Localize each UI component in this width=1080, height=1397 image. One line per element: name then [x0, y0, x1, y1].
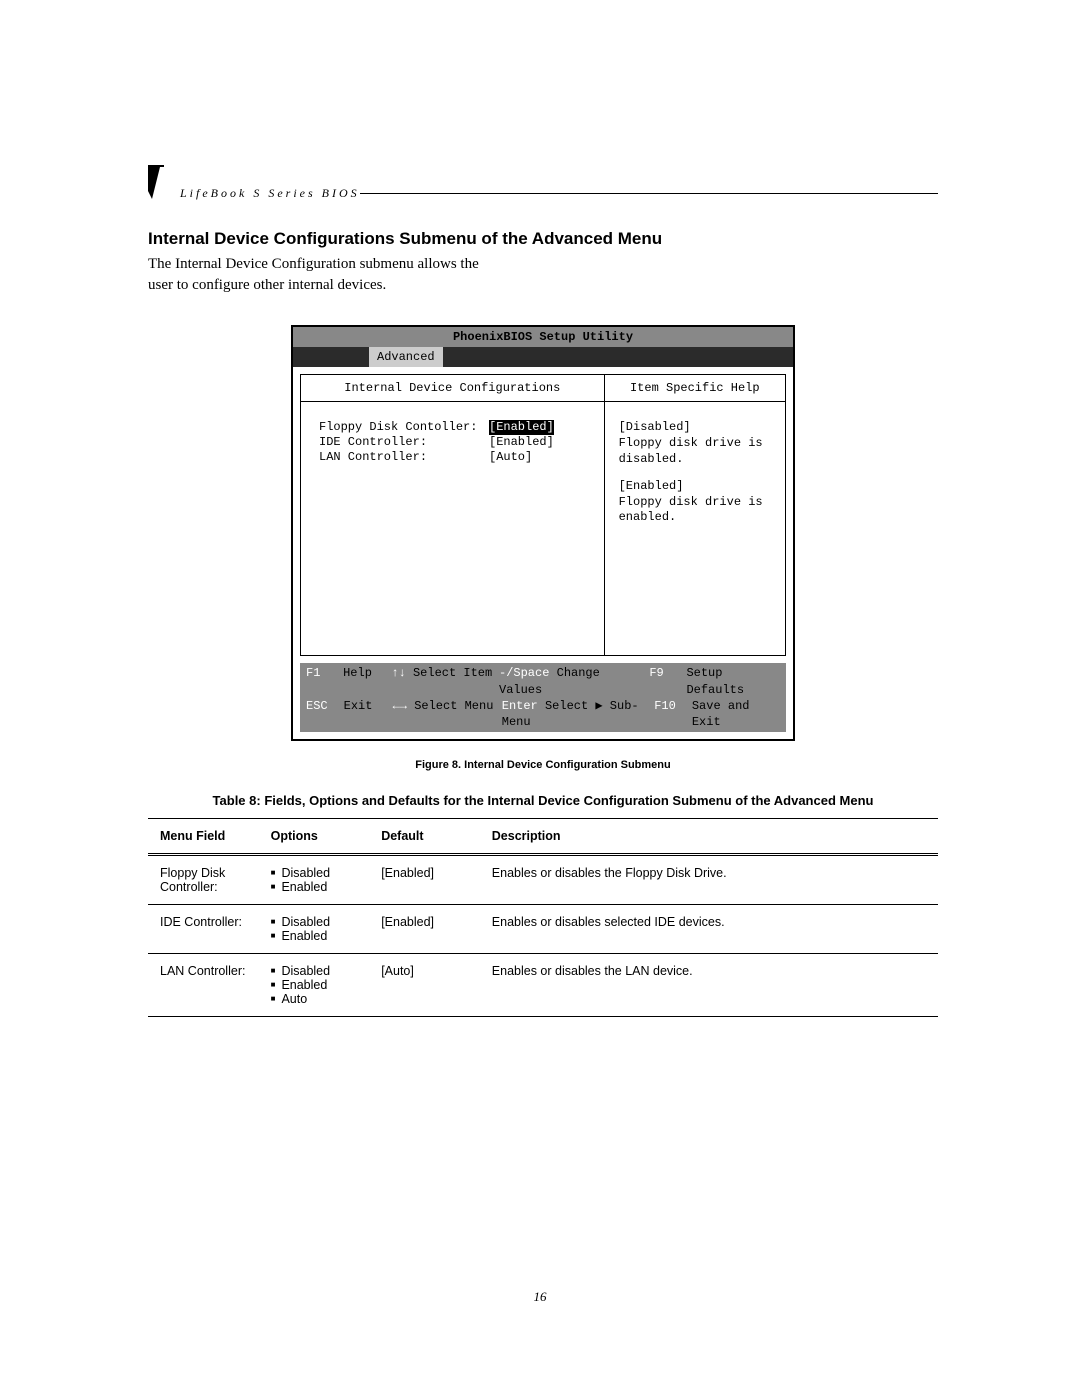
option-item: Disabled	[271, 915, 358, 929]
bios-tabbar: Advanced	[293, 347, 793, 367]
cell-default: [Enabled]	[369, 905, 480, 954]
help-paragraph: [Enabled] Floppy disk drive is enabled.	[619, 479, 771, 526]
bios-help-panel: Item Specific Help [Disabled] Floppy dis…	[605, 375, 785, 655]
setting-row[interactable]: Floppy Disk Contoller: [Enabled]	[319, 420, 586, 435]
option-item: Enabled	[271, 978, 358, 992]
cell-options: Disabled Enabled Auto	[259, 954, 370, 1017]
footer-label: Save and Exit	[692, 698, 780, 730]
table-row: Floppy Disk Controller: Disabled Enabled…	[148, 855, 938, 905]
cell-options: Disabled Enabled	[259, 855, 370, 905]
footer-key: Enter	[502, 699, 538, 713]
bios-window: PhoenixBIOS Setup Utility Advanced Inter…	[291, 325, 795, 741]
help-paragraph: [Disabled] Floppy disk drive is disabled…	[619, 420, 771, 467]
fields-table: Menu Field Options Default Description F…	[148, 818, 938, 1017]
option-item: Disabled	[271, 964, 358, 978]
footer-key: ↑↓	[391, 666, 405, 680]
cell-field: Floppy Disk Controller:	[148, 855, 259, 905]
cell-field: IDE Controller:	[148, 905, 259, 954]
setting-label: LAN Controller:	[319, 450, 489, 465]
footer-label: Exit	[344, 698, 393, 730]
setting-value[interactable]: [Auto]	[489, 450, 532, 465]
option-item: Auto	[271, 992, 358, 1006]
page-number: 16	[0, 1289, 1080, 1305]
intro-line-2: user to configure other internal devices…	[148, 276, 578, 295]
footer-key: F10	[654, 698, 692, 730]
footer-key: ←→	[393, 699, 407, 713]
table-row: LAN Controller: Disabled Enabled Auto [A…	[148, 954, 938, 1017]
setting-label: IDE Controller:	[319, 435, 489, 450]
tab-spacer	[293, 347, 369, 367]
th-options: Options	[259, 819, 370, 855]
footer-label: Help	[343, 665, 391, 697]
help-tag: [Disabled]	[619, 420, 691, 434]
footer-key: F9	[649, 665, 686, 697]
help-text: Floppy disk drive is disabled.	[619, 436, 763, 466]
setting-row[interactable]: LAN Controller: [Auto]	[319, 450, 586, 465]
options-list: Disabled Enabled Auto	[271, 964, 358, 1006]
left-panel-title: Internal Device Configurations	[301, 375, 604, 402]
running-header: LifeBook S Series BIOS	[148, 165, 938, 201]
bios-tab-advanced[interactable]: Advanced	[369, 347, 443, 367]
intro-line-1: The Internal Device Configuration submen…	[148, 255, 578, 274]
setting-label: Floppy Disk Contoller:	[319, 420, 489, 435]
help-panel-title: Item Specific Help	[605, 375, 785, 402]
option-item: Enabled	[271, 880, 358, 894]
section-title: Internal Device Configurations Submenu o…	[148, 229, 938, 249]
footer-hint: ↑↓ Select Item	[391, 665, 499, 697]
footer-key: F1	[306, 665, 343, 697]
footer-key: -/Space	[499, 666, 549, 680]
help-text: Floppy disk drive is enabled.	[619, 495, 763, 525]
header-rule	[360, 193, 938, 194]
option-item: Disabled	[271, 866, 358, 880]
bios-footer: F1 Help ↑↓ Select Item -/Space Change Va…	[300, 663, 786, 732]
footer-key: ESC	[306, 698, 344, 730]
help-body: [Disabled] Floppy disk drive is disabled…	[605, 402, 785, 538]
cell-default: [Auto]	[369, 954, 480, 1017]
th-default: Default	[369, 819, 480, 855]
footer-label: Setup Defaults	[686, 665, 780, 697]
footer-row: ESC Exit ←→ Select Menu Enter Select ▶ S…	[306, 698, 780, 730]
setting-value[interactable]: [Enabled]	[489, 435, 554, 450]
table-header-row: Menu Field Options Default Description	[148, 819, 938, 855]
running-title: LifeBook S Series BIOS	[180, 186, 360, 201]
footer-label: Select Item	[413, 666, 492, 680]
setting-row[interactable]: IDE Controller: [Enabled]	[319, 435, 586, 450]
setting-value[interactable]: [Enabled]	[489, 420, 554, 435]
cell-options: Disabled Enabled	[259, 905, 370, 954]
th-description: Description	[480, 819, 938, 855]
help-tag: [Enabled]	[619, 479, 684, 493]
cell-field: LAN Controller:	[148, 954, 259, 1017]
th-menu-field: Menu Field	[148, 819, 259, 855]
footer-label: Select Menu	[414, 699, 493, 713]
table-row: IDE Controller: Disabled Enabled [Enable…	[148, 905, 938, 954]
bios-body: Internal Device Configurations Floppy Di…	[300, 374, 786, 656]
table-caption: Table 8: Fields, Options and Defaults fo…	[148, 793, 938, 808]
figure-caption: Figure 8. Internal Device Configuration …	[148, 759, 938, 771]
bios-settings: Floppy Disk Contoller: [Enabled] IDE Con…	[301, 402, 604, 465]
cell-description: Enables or disables the Floppy Disk Driv…	[480, 855, 938, 905]
options-list: Disabled Enabled	[271, 866, 358, 894]
footer-hint: Enter Select ▶ Sub-Menu	[502, 698, 654, 730]
header-rule-wrap: LifeBook S Series BIOS	[174, 186, 938, 201]
bios-title: PhoenixBIOS Setup Utility	[293, 327, 793, 347]
footer-hint: -/Space Change Values	[499, 665, 649, 697]
cell-description: Enables or disables selected IDE devices…	[480, 905, 938, 954]
option-item: Enabled	[271, 929, 358, 943]
cell-default: [Enabled]	[369, 855, 480, 905]
footer-row: F1 Help ↑↓ Select Item -/Space Change Va…	[306, 665, 780, 697]
page: LifeBook S Series BIOS Internal Device C…	[0, 0, 1080, 1397]
footer-hint: ←→ Select Menu	[393, 698, 502, 730]
options-list: Disabled Enabled	[271, 915, 358, 943]
header-corner-mark	[148, 165, 164, 201]
cell-description: Enables or disables the LAN device.	[480, 954, 938, 1017]
bios-left-panel: Internal Device Configurations Floppy Di…	[301, 375, 605, 655]
